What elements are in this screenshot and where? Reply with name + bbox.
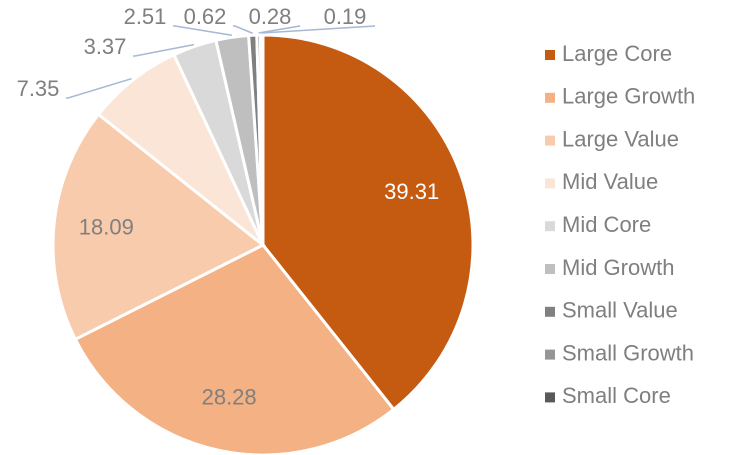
legend-label: Small Value xyxy=(562,298,678,323)
pie-slice xyxy=(51,112,266,342)
leader-line xyxy=(261,25,376,34)
legend-marker xyxy=(545,178,555,189)
data-label: 28.28 xyxy=(202,385,257,410)
legend-marker xyxy=(545,135,555,146)
data-label: 3.37 xyxy=(84,34,127,59)
data-label: 0.19 xyxy=(324,4,367,29)
pie-slice xyxy=(73,243,396,455)
legend-marker xyxy=(545,221,555,232)
legend-label: Large Value xyxy=(562,126,679,151)
legend-marker xyxy=(545,306,555,317)
leader-line xyxy=(133,43,195,57)
legend-label: Mid Value xyxy=(562,169,658,194)
leader-line xyxy=(258,25,301,34)
legend-label: Mid Growth xyxy=(562,255,674,280)
pie-slice xyxy=(96,52,265,247)
legend-label: Small Growth xyxy=(562,340,694,365)
data-label: 0.62 xyxy=(184,4,227,29)
leader-line xyxy=(233,25,253,34)
data-label: 7.35 xyxy=(17,76,60,101)
pie-slice xyxy=(261,33,475,412)
pie-slice xyxy=(258,33,265,246)
legend-marker xyxy=(545,92,555,103)
leader-line xyxy=(66,77,132,99)
legend-marker xyxy=(545,392,555,403)
data-label: 39.31 xyxy=(384,179,439,204)
legend-marker xyxy=(545,264,555,274)
legend-marker xyxy=(545,349,555,360)
data-label: 0.28 xyxy=(249,4,292,29)
legend-label: Large Core xyxy=(562,41,672,66)
data-label: 18.09 xyxy=(79,215,134,240)
legend-label: Mid Core xyxy=(562,212,651,237)
legend-label: Large Growth xyxy=(562,84,695,109)
legend-label: Small Core xyxy=(562,383,671,408)
data-label: 2.51 xyxy=(124,4,167,29)
leader-line xyxy=(173,25,232,37)
legend-marker xyxy=(545,50,555,60)
